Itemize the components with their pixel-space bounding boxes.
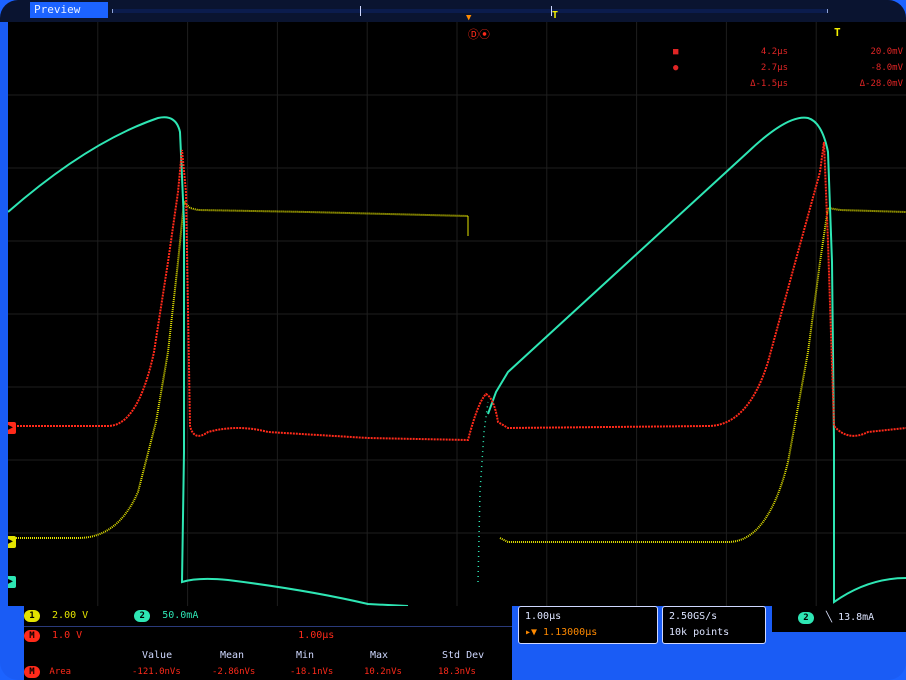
ch1-trace (8, 199, 906, 543)
ch2-ground-marker[interactable]: ▶ (8, 422, 16, 434)
ch1-scale[interactable]: 2.00 V (52, 610, 89, 621)
waveform-plot (8, 22, 906, 606)
meas-header-max: Max (370, 650, 389, 661)
cursor-readout-row: ● 2.7µs -8.0mV (673, 60, 903, 76)
acquisition-panel[interactable]: 2.50GS/s 10k points (662, 606, 766, 644)
meas-header-mean: Mean (220, 650, 245, 661)
meas-header-min: Min (296, 650, 315, 661)
ch1-ground-marker[interactable]: ▶ (8, 536, 16, 548)
record-length-bar[interactable] (112, 9, 828, 13)
record-view-window[interactable] (360, 6, 552, 16)
meas-header-value: Value (142, 650, 173, 661)
ch2-fall-dots (477, 401, 489, 583)
ch2-badge[interactable]: 2 (134, 610, 151, 622)
math-scale-row: M 1.0 V 1.00µs (24, 628, 334, 644)
cursor-readout-row: ■ 4.2µs 20.0mV (673, 44, 903, 60)
mode-label[interactable]: Preview (30, 2, 108, 18)
ch-scale-row: 1 2.00 V 2 50.0mA (24, 608, 198, 624)
cursor-t-icon: T (834, 26, 841, 39)
trigger-readout: 2 ╲ 13.8mA (798, 610, 874, 626)
meas-row[interactable]: M Area -121.0nVs -2.86nVs -18.1nVs 10.2n… (24, 664, 476, 680)
meas-header-stddev: Std Dev (442, 650, 485, 661)
trigger-panel[interactable]: 2 ╲ 13.8mA (772, 606, 906, 632)
graticule (8, 22, 906, 606)
timebase-marker-icon: T (552, 10, 559, 21)
ch2-scale[interactable]: 50.0mA (162, 610, 199, 621)
record-status-bar: Preview ▼ T (0, 0, 906, 23)
math-timescale: 1.00µs (298, 630, 335, 641)
ch2-ground-marker-2[interactable]: ▶ (8, 576, 16, 588)
timebase-panel[interactable]: 1.00µs ▸▼ 1.13000µs (518, 606, 658, 644)
waveform-screen[interactable]: ▶ ▶ ▶ Ⓓ⦿ T ■ 4.2µs 20.0mV ● 2.7µs -8.0mV… (8, 22, 906, 606)
math-trace (8, 141, 906, 442)
trigger-source-badge: 2 (798, 612, 814, 624)
timebase-scale: 1.00µs (525, 611, 562, 622)
channel-settings-panel[interactable]: 1 2.00 V 2 50.0mA M 1.0 V 1.00µs (24, 606, 512, 652)
cursor-readout-box: ■ 4.2µs 20.0mV ● 2.7µs -8.0mV Δ-1.5µs Δ-… (673, 44, 903, 92)
cursor-a-icon: ■ (673, 47, 679, 57)
math-scale[interactable]: 1.0 V (52, 630, 83, 641)
cursor-b-icon: ● (673, 63, 679, 73)
cursor-readout-row: Δ-1.5µs Δ-28.0mV (750, 79, 903, 89)
timebase-position: ▸▼ 1.13000µs (525, 627, 598, 638)
math-badge[interactable]: M (24, 630, 40, 642)
ch1-badge[interactable]: 1 (24, 610, 40, 622)
trigger-position-icon: ▼ (466, 13, 472, 23)
sample-rate: 2.50GS/s (669, 611, 718, 622)
trigger-cursor-icons: Ⓓ⦿ (468, 28, 490, 41)
meas-source-badge: M (24, 666, 40, 678)
measurement-panel[interactable]: Value Mean Min Max Std Dev M Area -121.0… (24, 650, 512, 680)
trigger-level: ╲ 13.8mA (826, 612, 875, 623)
record-length: 10k points (669, 627, 730, 638)
ch2-trace (8, 116, 906, 606)
